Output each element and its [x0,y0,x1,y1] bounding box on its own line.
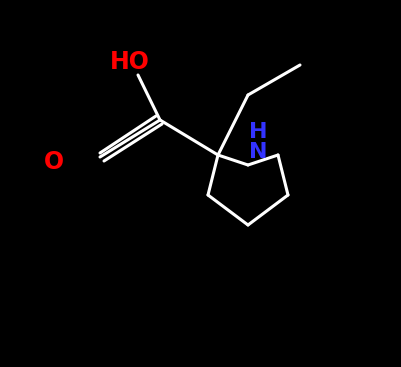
Text: HO: HO [110,50,150,74]
Text: O: O [44,150,64,174]
Text: N: N [249,142,267,162]
Text: H: H [249,122,267,142]
